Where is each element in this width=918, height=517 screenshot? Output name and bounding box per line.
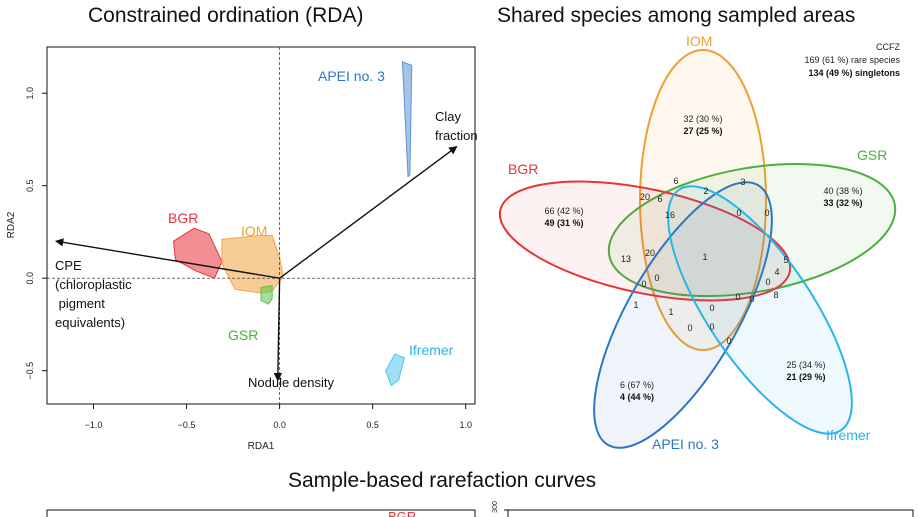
- rda-vector-label-nodule: Nodule density: [248, 375, 334, 390]
- rda-x-tick-label: 1.0: [459, 420, 472, 430]
- rda-x-axis-label: RDA1: [248, 441, 275, 452]
- rda-vector-nodule: [273, 278, 283, 382]
- rarefaction-title: Sample-based rarefaction curves: [288, 469, 597, 492]
- rda-hull-apei-no-3: [401, 61, 413, 178]
- rda-y-tick-label: 0.5: [25, 179, 35, 192]
- rda-hull-iom: [221, 235, 284, 294]
- rda-group-label-iom: IOM: [241, 223, 267, 239]
- rda-vector-label-cpe: CPE (chloroplastic pigment equivalents): [55, 258, 132, 330]
- rda-vector-clay: [279, 146, 458, 279]
- rda-x-tick-label: 0.0: [273, 420, 286, 430]
- rda-group-label-bgr: BGR: [168, 210, 198, 226]
- venn-title: Shared species among sampled areas: [497, 4, 856, 27]
- rda-vector-cpe: [54, 238, 280, 279]
- rda-x-tick-label: 0.5: [366, 420, 379, 430]
- rda-y-tick-label: 0.0: [25, 272, 35, 285]
- rda-title: Constrained ordination (RDA): [88, 4, 364, 27]
- rda-plot-frame: [46, 46, 476, 405]
- rda-hull-bgr: [173, 227, 223, 279]
- rda-hull-ifremer: [385, 353, 405, 387]
- rda-hull-gsr: [260, 285, 273, 305]
- rda-y-tick-label: −0.5: [25, 362, 35, 380]
- rda-group-label-apei-no-3: APEI no. 3: [318, 68, 385, 84]
- rda-group-label-gsr: GSR: [228, 327, 258, 343]
- rda-y-axis-label: RDA2: [6, 211, 17, 238]
- rda-vector-label-clay: Clay fraction: [435, 109, 478, 143]
- rda-x-tick-label: −0.5: [178, 420, 196, 430]
- rda-group-label-ifremer: Ifremer: [409, 342, 454, 358]
- rda-y-tick-label: 1.0: [25, 87, 35, 100]
- rda-x-tick-label: −1.0: [85, 420, 103, 430]
